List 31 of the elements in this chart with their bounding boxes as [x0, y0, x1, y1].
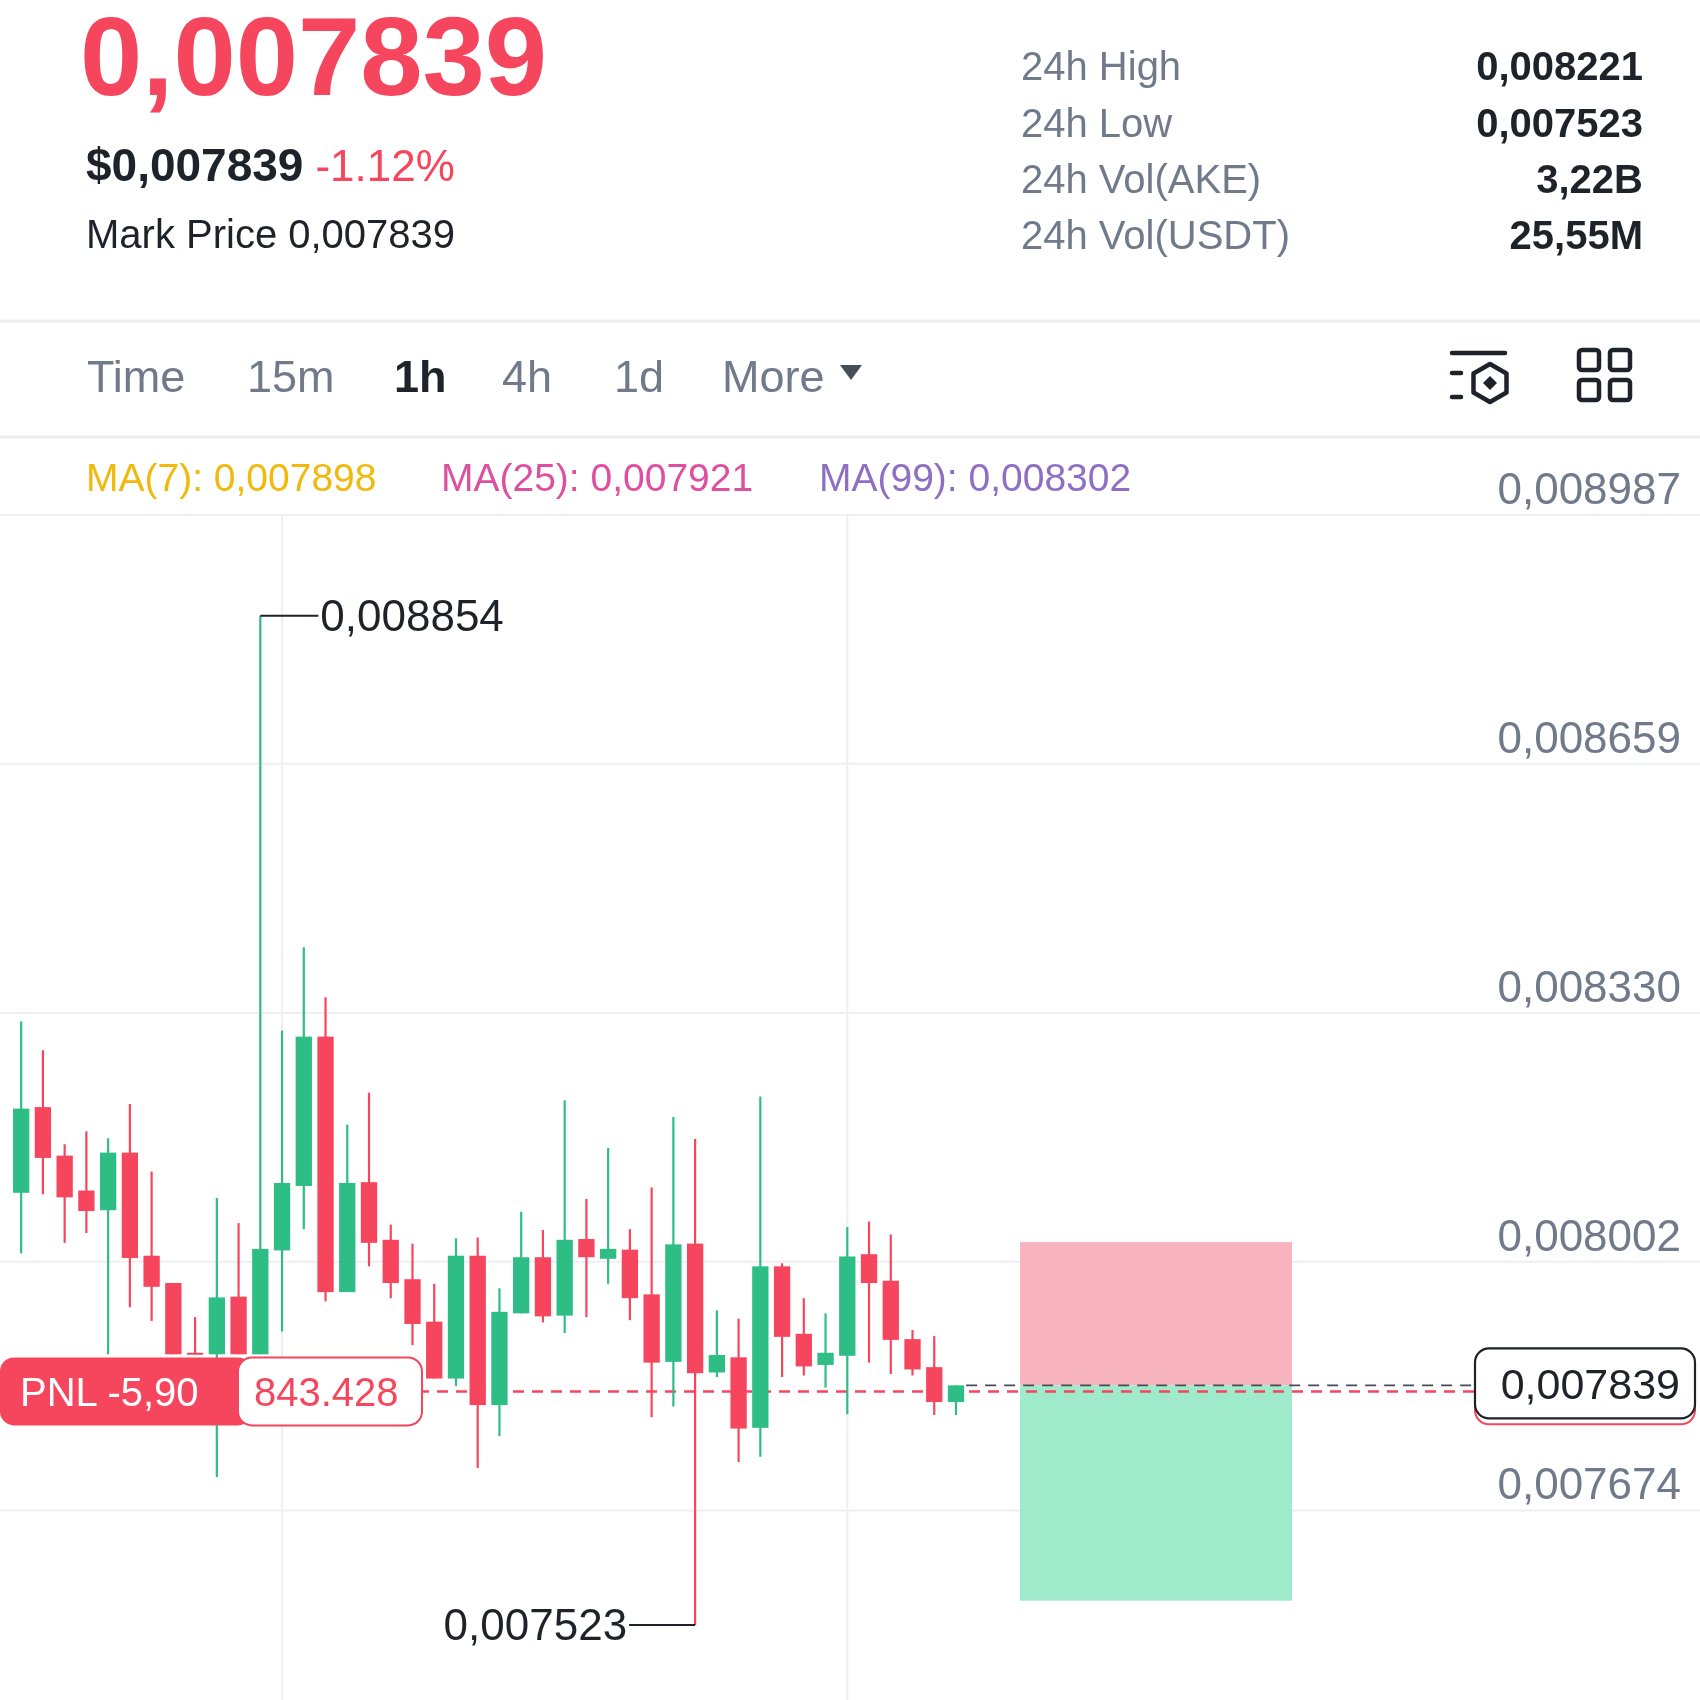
text: -1.12%	[315, 141, 455, 190]
text: MA(25): 0,007921	[441, 456, 754, 499]
text: 1d	[614, 351, 665, 402]
y-tick-label: 0,008987	[1497, 464, 1681, 513]
text: 24h Low	[1021, 101, 1173, 145]
y-tick-label: 0,007674	[1497, 1459, 1681, 1509]
text: 0,008221	[1476, 44, 1643, 88]
text: 15m	[247, 351, 335, 402]
y-tick-label: 0,008002	[1497, 1210, 1681, 1260]
y-tick-label: 0,008659	[1497, 712, 1681, 762]
text: 1h	[394, 351, 447, 402]
text: 0,007523	[1476, 101, 1643, 145]
text: 24h Vol(USDT)	[1021, 213, 1290, 257]
annotation: 0,008854	[320, 591, 504, 641]
y-tick-label: 0,008330	[1497, 962, 1681, 1012]
text: 3,22B	[1536, 157, 1643, 201]
text: Mark Price 0,007839	[86, 212, 456, 256]
text: 24h High	[1021, 44, 1182, 88]
annotation: 0,007523	[443, 1600, 628, 1650]
text: MA(99): 0,008302	[819, 456, 1132, 499]
annotation: 843.428	[254, 1369, 399, 1414]
text: 25,55M	[1509, 213, 1643, 257]
ref-line-label: 0,007839	[1500, 1359, 1680, 1408]
text: $0,007839	[86, 139, 304, 191]
text: 4h	[502, 351, 553, 402]
text: MA(7): 0,007898	[86, 456, 377, 499]
ref-line-label: PNL -5,90	[20, 1369, 199, 1414]
text: 24h Vol(AKE)	[1021, 157, 1262, 201]
text: More	[722, 351, 825, 402]
chart-title: 0,007839	[80, 0, 548, 119]
text: Time	[87, 351, 186, 402]
